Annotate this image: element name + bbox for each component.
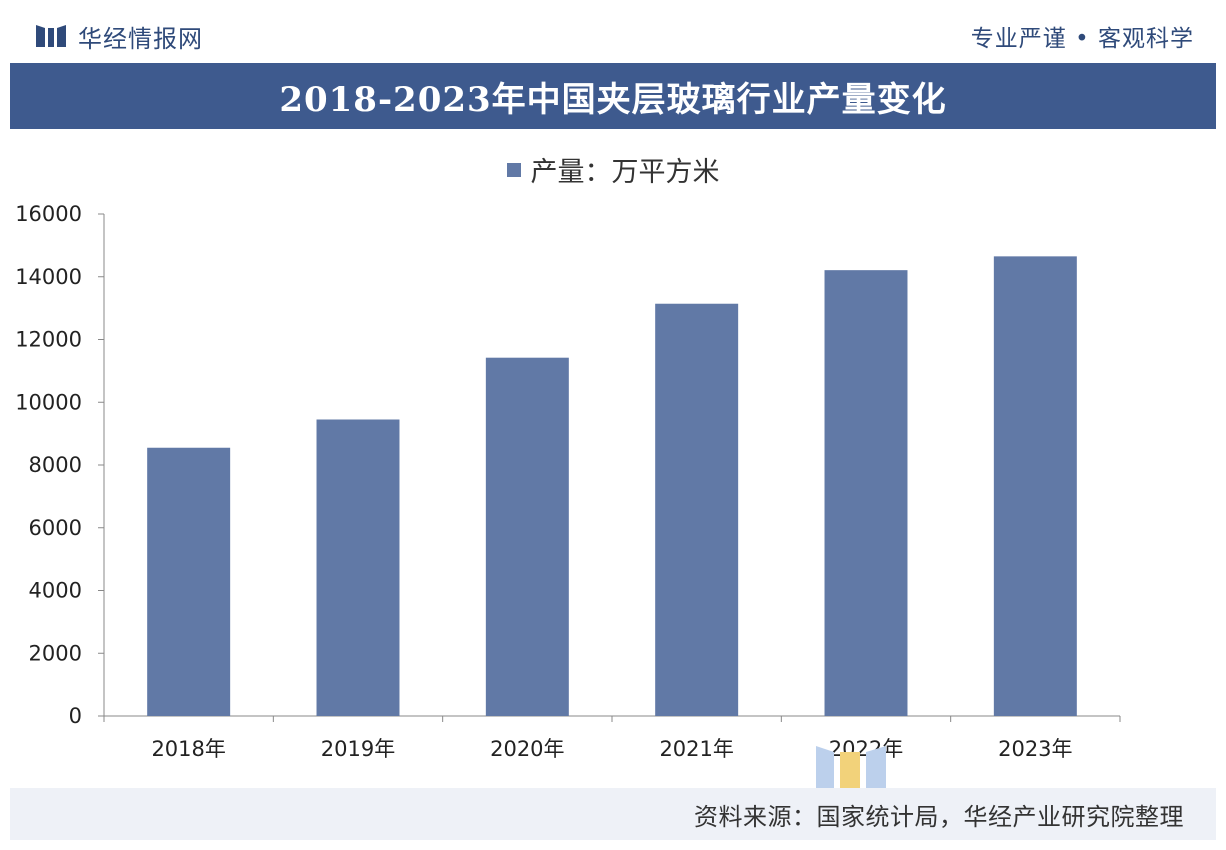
legend-swatch xyxy=(506,162,521,177)
chart-title: 2018-2023年中国夹层玻璃行业产量变化 xyxy=(279,79,947,120)
source-note: 资料来源：国家统计局，华经产业研究院整理 xyxy=(694,802,1184,831)
y-tick-label: 14000 xyxy=(15,265,82,289)
bar xyxy=(316,419,400,716)
bar xyxy=(824,270,908,716)
brand-name: 华经情报网 xyxy=(78,24,203,53)
x-category-label: 2020年 xyxy=(490,737,564,761)
legend: 产量：万平方米 xyxy=(0,150,1226,189)
y-tick-label: 8000 xyxy=(29,453,82,477)
x-category-label: 2018年 xyxy=(151,737,225,761)
footer-band: 资料来源：国家统计局，华经产业研究院整理 xyxy=(10,788,1216,840)
bar xyxy=(485,357,569,716)
x-category-label: 2021年 xyxy=(659,737,733,761)
title-band: 2018-2023年中国夹层玻璃行业产量变化 xyxy=(10,63,1216,129)
bar xyxy=(147,447,231,716)
bar-chart: 0 2000 4000 6000 8000 10000 12000 14000 16000 201… xyxy=(15,202,1121,761)
slogan: 专业严谨 • 客观科学 xyxy=(970,26,1194,52)
brand: 华经情报网 xyxy=(10,19,203,54)
brand-logo-icon xyxy=(36,25,66,47)
y-tick-label: 0 xyxy=(69,704,82,728)
y-tick-label: 16000 xyxy=(15,202,82,226)
y-tick-label: 10000 xyxy=(15,390,82,414)
y-tick-label: 6000 xyxy=(29,516,82,540)
legend-label: 产量：万平方米 xyxy=(530,157,720,188)
y-tick-label: 4000 xyxy=(29,579,82,603)
bar xyxy=(993,256,1077,716)
top-bar: 华经情报网 专业严谨 • 客观科学 xyxy=(10,10,1216,62)
x-category-label: 2019年 xyxy=(321,737,395,761)
bar xyxy=(655,303,739,716)
y-tick-label: 12000 xyxy=(15,328,82,352)
y-tick-label: 2000 xyxy=(29,641,82,665)
x-category-label: 2023年 xyxy=(998,737,1072,761)
